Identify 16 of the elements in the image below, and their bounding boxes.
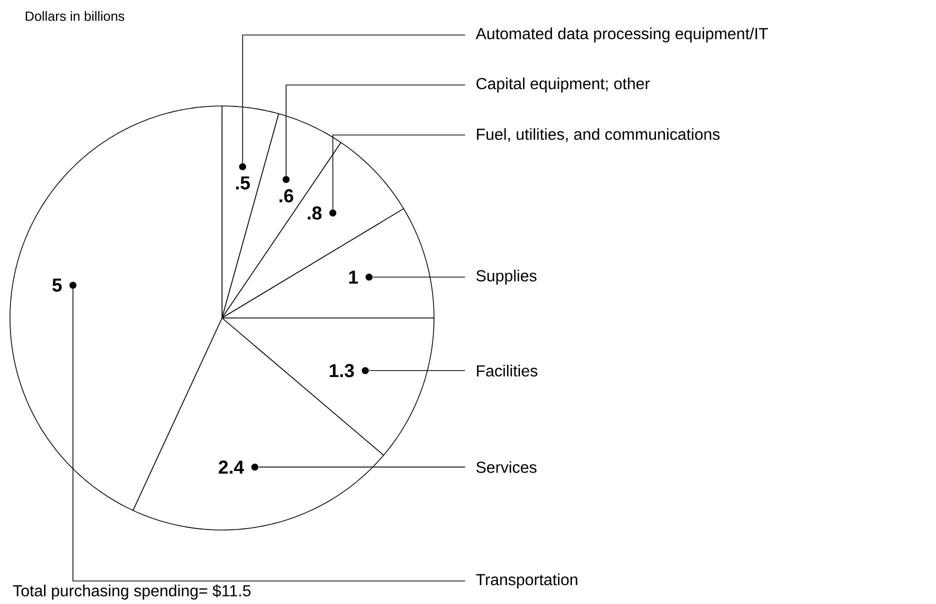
data-label: .6 — [280, 189, 294, 202]
slice-label: Automated data processing equipment/IT — [476, 28, 768, 42]
slice-label: Fuel, utilities, and communications — [477, 128, 720, 142]
chart-title: Dollars in billions — [26, 11, 124, 21]
data-label: .8 — [308, 206, 322, 220]
data-label: 1 — [349, 270, 358, 284]
data-label: 2.4 — [218, 460, 244, 474]
data-label: 5 — [52, 278, 62, 292]
slice-label: Facilities — [477, 364, 538, 377]
slice-label: Supplies — [476, 270, 536, 285]
data-label: .5 — [236, 176, 250, 190]
text: Total purchasing spending= $11.5 — [13, 584, 251, 600]
slice-label: Services — [476, 461, 536, 473]
slice-label: Capital equipment; other — [476, 78, 650, 92]
slice-label: Transportation — [476, 574, 578, 588]
data-label: 1.3 — [330, 364, 354, 378]
